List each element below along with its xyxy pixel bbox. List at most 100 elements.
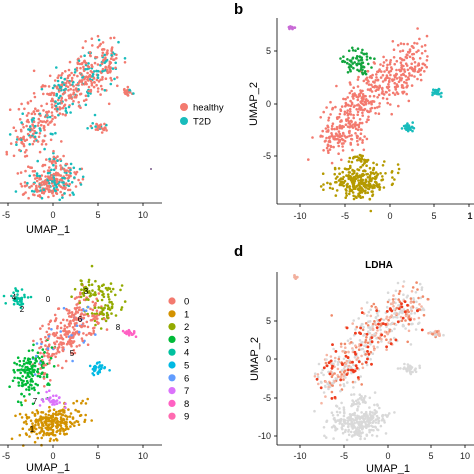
cell-point <box>116 84 119 88</box>
cell-point <box>410 62 414 66</box>
cell-point <box>374 418 378 422</box>
cell-point <box>329 113 332 116</box>
cell-point <box>327 370 330 374</box>
cell-point <box>68 420 72 424</box>
cell-point <box>364 103 368 106</box>
cell-point <box>401 311 404 315</box>
cell-point <box>53 123 56 126</box>
cell-point <box>340 373 344 376</box>
cell-point <box>65 183 68 186</box>
cell-point <box>413 61 417 64</box>
cell-point <box>19 401 23 404</box>
cell-point <box>37 135 41 139</box>
cell-point <box>42 170 46 173</box>
panel-b-x-tick: -10 <box>293 211 306 221</box>
cell-point <box>333 166 337 170</box>
cell-point <box>44 344 47 347</box>
cell-point <box>346 421 350 425</box>
cell-point <box>150 168 152 170</box>
cell-point <box>72 99 75 103</box>
cell-point <box>390 112 394 116</box>
cell-point <box>54 131 57 135</box>
legend-key <box>168 374 176 382</box>
cell-point <box>45 390 48 394</box>
cell-point <box>16 376 20 380</box>
cell-point <box>324 380 328 384</box>
cell-point <box>96 317 99 320</box>
cell-point <box>365 301 369 304</box>
cell-point <box>415 50 418 54</box>
cell-point <box>75 87 78 90</box>
cell-point <box>337 144 341 148</box>
cell-point <box>340 142 344 145</box>
cell-point <box>60 413 63 416</box>
cell-point <box>359 165 363 169</box>
cell-point <box>342 97 345 101</box>
cell-point <box>52 163 55 167</box>
cell-point <box>366 176 370 179</box>
cell-point <box>378 68 381 71</box>
cell-point <box>87 65 91 69</box>
cell-point <box>114 314 118 317</box>
cell-point <box>54 400 57 403</box>
cell-point <box>376 340 380 344</box>
cell-point <box>413 317 416 321</box>
cell-point <box>16 368 20 372</box>
cell-point <box>394 338 398 342</box>
cell-point <box>62 318 65 322</box>
cell-point <box>38 132 42 135</box>
cell-point <box>321 172 325 175</box>
cell-point <box>373 409 377 412</box>
cell-point <box>10 294 13 298</box>
legend-key-healthy <box>180 103 188 111</box>
cell-point <box>71 326 75 329</box>
cell-point <box>30 112 34 116</box>
cell-point <box>415 281 418 284</box>
cell-point <box>409 301 413 304</box>
cell-point <box>101 75 104 79</box>
cell-point <box>366 425 370 428</box>
cell-point <box>404 314 408 318</box>
cell-point <box>385 97 389 101</box>
cell-point <box>123 87 126 91</box>
cell-point <box>356 139 359 143</box>
cell-point <box>21 193 25 196</box>
cell-point <box>352 363 355 367</box>
cell-point <box>351 348 355 352</box>
cell-point <box>40 340 44 344</box>
cell-point <box>103 122 106 126</box>
cell-point <box>33 388 36 392</box>
cell-point <box>99 327 103 330</box>
cell-point <box>381 74 385 77</box>
cell-point <box>335 189 339 192</box>
cell-point <box>78 167 82 171</box>
cell-point <box>83 286 86 289</box>
cell-point <box>338 422 342 425</box>
cell-point <box>65 335 68 339</box>
cell-point <box>336 117 339 120</box>
cell-point <box>419 296 423 300</box>
cell-point <box>358 174 362 177</box>
legend-key <box>168 387 176 395</box>
cell-point <box>343 369 347 373</box>
cell-point <box>367 184 370 188</box>
cell-point <box>332 347 335 351</box>
cell-point <box>323 434 326 438</box>
cell-point <box>352 419 356 422</box>
cell-point <box>42 188 46 191</box>
cell-point <box>40 196 44 200</box>
cell-point <box>409 297 413 300</box>
cell-point <box>22 359 26 363</box>
cell-point <box>123 57 127 60</box>
cell-point <box>109 69 112 73</box>
cell-point <box>60 99 63 102</box>
cell-point <box>91 367 95 371</box>
cell-point <box>287 25 291 29</box>
cell-point <box>360 354 363 358</box>
cell-point <box>43 134 47 138</box>
cell-point <box>26 132 30 136</box>
cell-point <box>109 36 112 40</box>
cell-point <box>397 167 401 171</box>
cell-point <box>32 69 36 73</box>
cell-point <box>92 373 96 377</box>
